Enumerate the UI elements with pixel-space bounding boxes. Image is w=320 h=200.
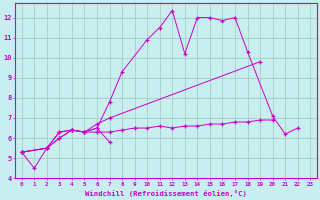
X-axis label: Windchill (Refroidissement éolien,°C): Windchill (Refroidissement éolien,°C): [85, 190, 247, 197]
